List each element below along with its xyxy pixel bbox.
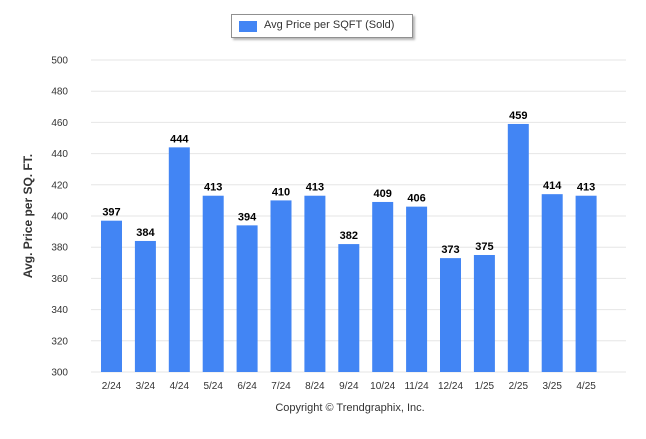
x-tick-label: 1/25 xyxy=(475,381,495,392)
y-tick-label: 360 xyxy=(51,274,68,285)
bar xyxy=(134,240,156,372)
x-tick-label: 5/24 xyxy=(203,381,223,392)
bar xyxy=(440,258,461,372)
data-label: 414 xyxy=(543,180,562,192)
bar xyxy=(101,220,122,372)
bar xyxy=(168,147,190,372)
data-label: 394 xyxy=(238,211,257,223)
x-tick-label: 9/24 xyxy=(339,381,359,392)
data-label: 413 xyxy=(577,182,595,194)
x-tick-label: 2/25 xyxy=(509,381,529,392)
x-tick-label: 11/24 xyxy=(404,381,429,392)
y-axis-title: Avg. Price per SQ. FT. xyxy=(21,153,35,279)
bar xyxy=(202,195,224,372)
bar xyxy=(406,206,428,372)
y-tick-label: 500 xyxy=(51,56,68,67)
y-tick-label: 320 xyxy=(51,336,68,347)
bar xyxy=(541,194,563,372)
x-tick-label: 8/24 xyxy=(305,381,325,392)
y-tick-label: 380 xyxy=(51,243,68,254)
y-tick-label: 440 xyxy=(51,149,68,160)
bar xyxy=(304,195,326,372)
copyright-text: Copyright © Trendgraphix, Inc. xyxy=(275,402,425,414)
data-label: 406 xyxy=(407,193,425,205)
legend-swatch xyxy=(239,21,257,32)
legend-label: Avg Price per SQFT (Sold) xyxy=(264,19,395,31)
bar xyxy=(338,244,360,372)
x-tick-label: 4/24 xyxy=(170,381,190,392)
x-tick-label: 3/24 xyxy=(136,381,156,392)
data-label: 413 xyxy=(306,182,324,194)
y-tick-label: 300 xyxy=(51,368,68,379)
y-tick-label: 460 xyxy=(51,118,68,129)
y-tick-label: 340 xyxy=(51,305,68,316)
data-label: 444 xyxy=(170,133,189,145)
x-tick-label: 4/25 xyxy=(576,381,596,392)
x-tick-label: 3/25 xyxy=(542,381,562,392)
x-tick-label: 6/24 xyxy=(237,381,257,392)
bar xyxy=(270,200,292,372)
legend[interactable]: Avg Price per SQFT (Sold) xyxy=(231,14,413,38)
data-label: 384 xyxy=(136,227,155,239)
data-label: 409 xyxy=(374,188,392,200)
footer: Copyright © Trendgraphix, Inc. xyxy=(0,402,646,414)
data-label: 397 xyxy=(102,207,120,219)
data-label: 373 xyxy=(441,244,459,256)
data-label: 413 xyxy=(204,182,222,194)
bar xyxy=(473,255,495,372)
data-label: 459 xyxy=(509,110,527,122)
bar xyxy=(507,123,529,373)
data-label: 410 xyxy=(272,186,290,198)
x-tick-label: 7/24 xyxy=(271,381,291,392)
y-tick-label: 420 xyxy=(51,180,68,191)
bar xyxy=(236,225,258,372)
bar xyxy=(372,201,394,372)
y-tick-label: 480 xyxy=(51,87,68,98)
data-label: 382 xyxy=(340,230,358,242)
bar xyxy=(575,195,597,372)
x-tick-label: 12/24 xyxy=(438,381,463,392)
y-tick-label: 400 xyxy=(51,212,68,223)
x-tick-label: 2/24 xyxy=(102,381,122,392)
data-label: 375 xyxy=(475,241,493,253)
x-tick-label: 10/24 xyxy=(370,381,395,392)
